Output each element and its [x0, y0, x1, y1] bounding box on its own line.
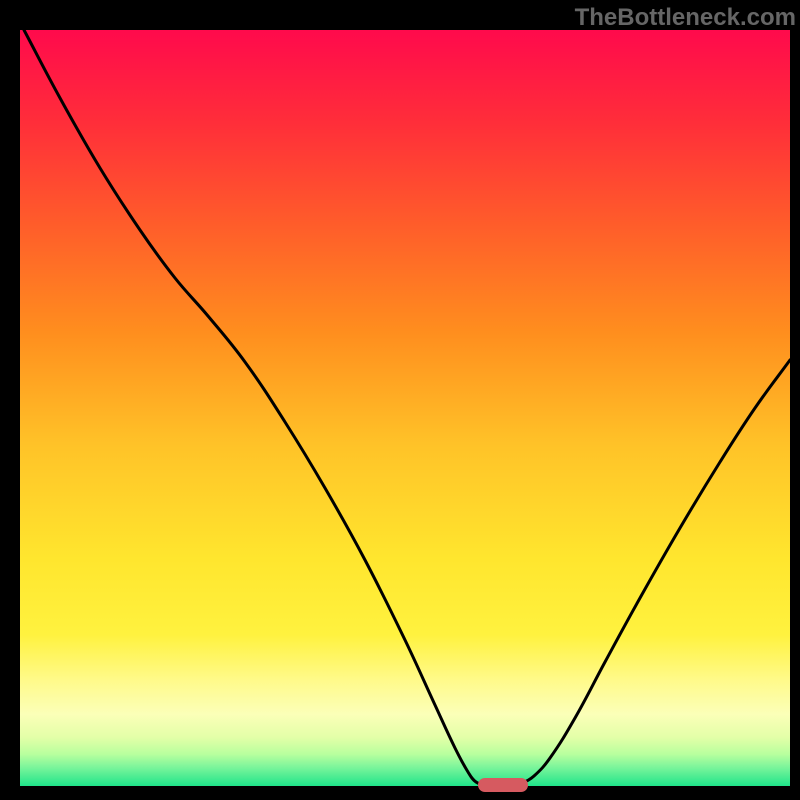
plot-area — [20, 30, 790, 786]
watermark-text: TheBottleneck.com — [575, 4, 796, 31]
chart-svg: TheBottleneck.com — [0, 0, 800, 800]
optimal-marker — [478, 778, 528, 792]
bottleneck-chart: TheBottleneck.com — [0, 0, 800, 800]
